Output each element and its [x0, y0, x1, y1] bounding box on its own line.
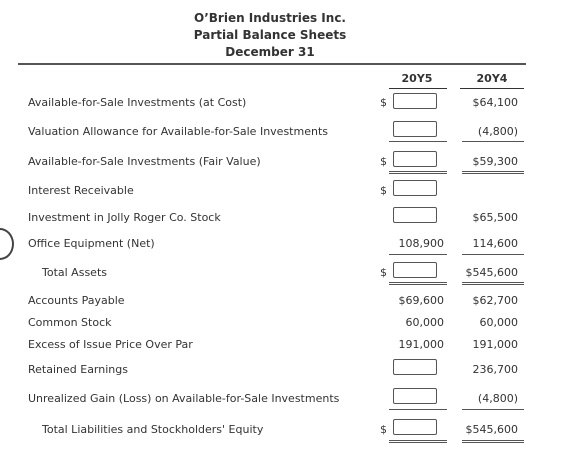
double-underline-bottom: [462, 173, 524, 174]
double-underline-top: [389, 171, 447, 172]
row-label-common-stock: Common Stock: [28, 316, 112, 329]
row-label-accounts-payable: Accounts Payable: [28, 294, 125, 307]
value-excess-issue-price-20y4: 191,000: [472, 338, 519, 351]
input-valuation-allowance-20y5[interactable]: [393, 121, 437, 137]
row-label-excess-issue-price: Excess of Issue Price Over Par: [28, 338, 193, 351]
underline: [389, 141, 447, 142]
value-valuation-allowance-20y4: (4,800): [477, 125, 518, 138]
column-header-underline-20y4: [460, 88, 524, 89]
underline: [462, 409, 524, 410]
double-underline-bottom: [389, 284, 447, 285]
row-label-office-equipment: Office Equipment (Net): [28, 237, 155, 250]
dollar-sign: $: [380, 96, 387, 109]
row-label-jolly-roger-investment: Investment in Jolly Roger Co. Stock: [28, 211, 221, 224]
statement-date: December 31: [225, 45, 315, 59]
input-afs-fair-value-20y5[interactable]: [393, 151, 437, 167]
column-header-20y4: 20Y4: [476, 72, 508, 85]
double-underline-top: [462, 440, 524, 441]
value-accounts-payable-20y4: $62,700: [472, 294, 519, 307]
statement-title: Partial Balance Sheets: [193, 28, 347, 42]
value-total-liabilities-equity-20y4: $545,600: [465, 423, 519, 436]
double-underline-bottom: [462, 284, 524, 285]
value-afs-cost-20y4: $64,100: [472, 96, 519, 109]
row-label-retained-earnings: Retained Earnings: [28, 363, 128, 376]
column-header-underline-20y5: [389, 88, 447, 89]
underline: [389, 409, 447, 410]
column-header-20y5: 20Y5: [401, 72, 433, 85]
row-label-afs-cost: Available-for-Sale Investments (at Cost): [28, 96, 247, 109]
value-jolly-roger-investment-20y4: $65,500: [472, 211, 519, 224]
row-label-total-liabilities-equity: Total Liabilities and Stockholders' Equi…: [42, 423, 264, 436]
dollar-sign: $: [380, 155, 387, 168]
row-label-valuation-allowance: Valuation Allowance for Available-for-Sa…: [28, 125, 328, 138]
underline: [462, 254, 524, 255]
double-underline-top: [389, 440, 447, 441]
value-common-stock-20y5: 60,000: [405, 316, 445, 329]
dollar-sign: $: [380, 423, 387, 436]
double-underline-bottom: [389, 173, 447, 174]
double-underline-bottom: [389, 442, 447, 443]
underline: [462, 141, 524, 142]
value-excess-issue-price-20y5: 191,000: [398, 338, 445, 351]
input-jolly-roger-investment-20y5[interactable]: [393, 207, 437, 223]
value-accounts-payable-20y5: $69,600: [398, 294, 445, 307]
value-office-equipment-20y4: 114,600: [472, 237, 519, 250]
input-total-liabilities-equity-20y5[interactable]: [393, 419, 437, 435]
input-interest-receivable-20y5[interactable]: [393, 180, 437, 196]
double-underline-top: [389, 282, 447, 283]
value-unrealized-gain-loss-20y4: (4,800): [477, 392, 518, 405]
value-afs-fair-value-20y4: $59,300: [472, 155, 519, 168]
input-unrealized-gain-loss-20y5[interactable]: [393, 388, 437, 404]
input-afs-cost-20y5[interactable]: [393, 93, 437, 109]
input-retained-earnings-20y5[interactable]: [393, 359, 437, 375]
input-total-assets-20y5[interactable]: [393, 262, 437, 278]
value-retained-earnings-20y4: 236,700: [472, 363, 519, 376]
double-underline-top: [462, 171, 524, 172]
partial-circle-marker: [0, 228, 14, 260]
company-name: O’Brien Industries Inc.: [194, 11, 346, 25]
underline: [389, 254, 447, 255]
value-office-equipment-20y5: 108,900: [398, 237, 445, 250]
header-rule: [18, 63, 526, 65]
value-common-stock-20y4: 60,000: [479, 316, 519, 329]
dollar-sign: $: [380, 266, 387, 279]
value-total-assets-20y4: $545,600: [465, 266, 519, 279]
row-label-interest-receivable: Interest Receivable: [28, 184, 134, 197]
dollar-sign: $: [380, 184, 387, 197]
double-underline-bottom: [462, 442, 524, 443]
row-label-total-assets: Total Assets: [42, 266, 107, 279]
row-label-afs-fair-value: Available-for-Sale Investments (Fair Val…: [28, 155, 261, 168]
statement-header: O’Brien Industries Inc. Partial Balance …: [170, 10, 370, 61]
row-label-unrealized-gain-loss: Unrealized Gain (Loss) on Available-for-…: [28, 392, 340, 405]
double-underline-top: [462, 282, 524, 283]
